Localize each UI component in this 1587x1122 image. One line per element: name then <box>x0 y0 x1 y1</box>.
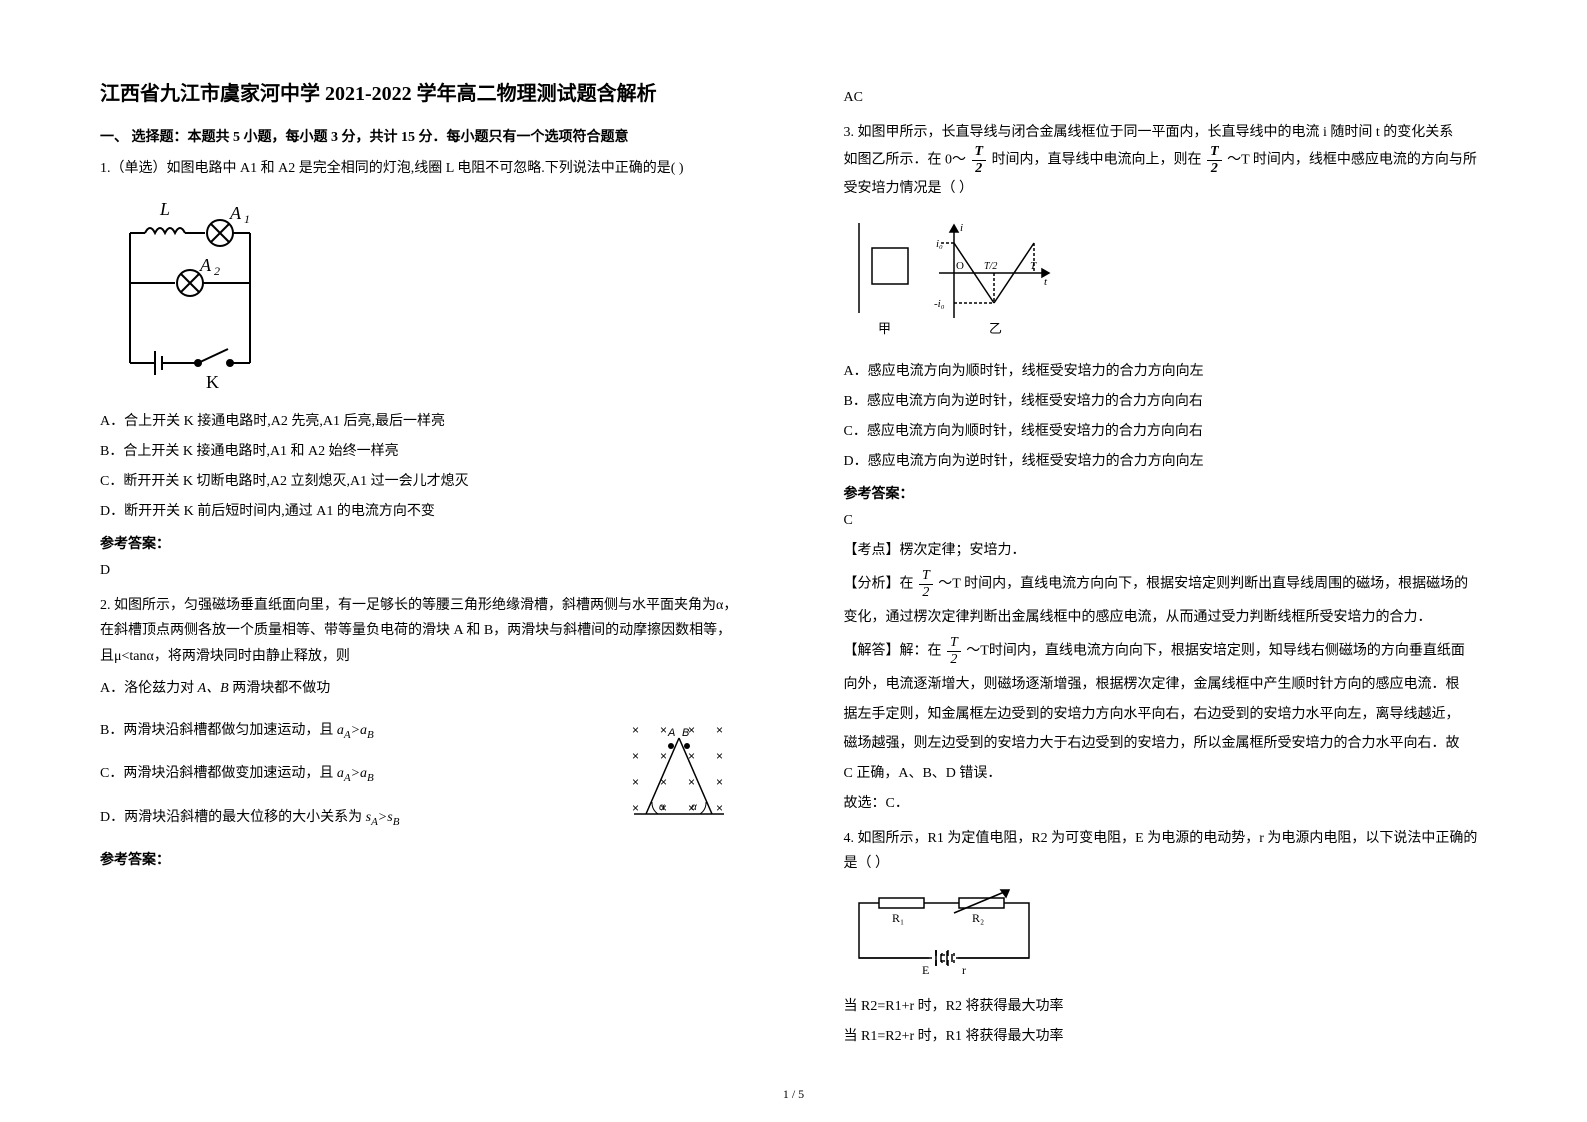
svg-text:O: O <box>956 260 964 272</box>
svg-text:L: L <box>159 199 170 219</box>
svg-text:K: K <box>206 372 219 392</box>
q1-option-a: A．合上开关 K 接通电路时,A2 先亮,A1 后亮,最后一样亮 <box>100 410 744 434</box>
svg-text:×: × <box>716 775 723 789</box>
svg-text:2: 2 <box>214 264 220 278</box>
svg-text:×: × <box>632 723 639 737</box>
q3-figure: i i₀ -i₀ O T/2 T t 甲 乙 <box>844 213 1488 348</box>
svg-text:i: i <box>960 222 963 234</box>
svg-text:×: × <box>632 775 639 789</box>
q2-stem: 2. 如图所示，匀强磁场垂直纸面向里，有一足够长的等腰三角形绝缘滑槽，斜槽两侧与… <box>100 593 744 669</box>
q3-jieda-2: 向外，电流逐渐增大，则磁场逐渐增强，根据楞次定律，金属线框中产生顺时针方向的感应… <box>844 673 1488 697</box>
svg-text:乙: 乙 <box>989 321 1002 336</box>
section-1-head: 一、 选择题：本题共 5 小题，每小题 3 分，共计 15 分．每小题只有一个选… <box>100 126 744 146</box>
svg-text:A: A <box>229 203 242 223</box>
q3-fenxi: 【分析】在 T2 ～T 时间内，直线电流方向向下，根据安培定则判断出直导线周围的… <box>844 569 1488 600</box>
svg-text:-i₀: -i₀ <box>934 298 945 310</box>
q2-answer-head: 参考答案： <box>100 849 744 869</box>
q3-option-c: C．感应电流方向为顺时针，线框受安培力的合力方向向右 <box>844 420 1488 444</box>
q2-answer: AC <box>844 86 1488 110</box>
svg-text:α: α <box>659 802 665 813</box>
svg-text:×: × <box>660 775 667 789</box>
svg-text:T: T <box>1030 260 1037 272</box>
q4-line-1: 当 R2=R1+r 时，R2 将获得最大功率 <box>844 995 1488 1019</box>
q4-line-2: 当 R1=R2+r 时，R1 将获得最大功率 <box>844 1025 1488 1049</box>
svg-text:A: A <box>667 727 675 739</box>
q1-answer-head: 参考答案： <box>100 533 744 553</box>
question-2: 2. 如图所示，匀强磁场垂直纸面向里，有一足够长的等腰三角形绝缘滑槽，斜槽两侧与… <box>100 593 744 669</box>
q3-answer: C <box>844 509 1488 533</box>
q3-answer-head: 参考答案： <box>844 483 1488 503</box>
q4-circuit-diagram: R₁ R₂ E r <box>844 888 1488 983</box>
q3-jieda-5: C 正确，A、B、D 错误． <box>844 762 1488 786</box>
svg-text:×: × <box>660 723 667 737</box>
q3-option-a: A．感应电流方向为顺时针，线框受安培力的合力方向向左 <box>844 360 1488 384</box>
svg-text:E: E <box>922 963 929 977</box>
svg-text:×: × <box>688 775 695 789</box>
q3-jieda-4: 磁场越强，则左边受到的安培力大于右边受到的安培力，所以金属框所受安培力的合力水平… <box>844 732 1488 756</box>
q1-option-b: B．合上开关 K 接通电路时,A1 和 A2 始终一样亮 <box>100 440 744 464</box>
q1-option-d: D．断开开关 K 前后短时间内,通过 A1 的电流方向不变 <box>100 500 744 524</box>
q3-option-d: D．感应电流方向为逆时针，线框受安培力的合力方向向左 <box>844 450 1488 474</box>
q3-kaodian: 【考点】楞次定律；安培力． <box>844 539 1488 563</box>
page-right: AC 3. 如图甲所示，长直导线与闭合金属线框位于同一平面内，长直导线中的电流 … <box>794 0 1587 1122</box>
q3-stem-line2: 如图乙所示．在 0～ T2 时间内，直导线中电流向上，则在 T2 ～T 时间内，… <box>844 145 1488 176</box>
q1-option-c: C．断开开关 K 切断电路时,A2 立刻熄灭,A1 过一会儿才熄灭 <box>100 470 744 494</box>
q3-option-b: B．感应电流方向为逆时针，线框受安培力的合力方向向右 <box>844 390 1488 414</box>
svg-text:×: × <box>660 749 667 763</box>
svg-text:R₁: R₁ <box>892 911 904 925</box>
q1-answer: D <box>100 559 744 583</box>
svg-text:×: × <box>632 749 639 763</box>
q3-jieda-1: 【解答】解：在 T2 ～T时间内，直线电流方向向下，根据安培定则，知导线右侧磁场… <box>844 636 1488 667</box>
svg-text:×: × <box>716 749 723 763</box>
svg-text:1: 1 <box>244 212 250 226</box>
question-1: 1.（单选）如图电路中 A1 和 A2 是完全相同的灯泡,线圈 L 电阻不可忽略… <box>100 156 744 181</box>
question-3: 3. 如图甲所示，长直导线与闭合金属线框位于同一平面内，长直导线中的电流 i 随… <box>844 120 1488 201</box>
svg-text:×: × <box>716 801 723 815</box>
q3-stem-line3: 受安培力情况是（ ） <box>844 176 1488 201</box>
svg-text:×: × <box>632 801 639 815</box>
svg-text:A: A <box>199 255 212 275</box>
question-4: 4. 如图所示，R1 为定值电阻，R2 为可变电阻，E 为电源的电动势，r 为电… <box>844 826 1488 876</box>
q3-stem-line1: 3. 如图甲所示，长直导线与闭合金属线框位于同一平面内，长直导线中的电流 i 随… <box>844 120 1488 145</box>
page-left: 江西省九江市虞家河中学 2021-2022 学年高二物理测试题含解析 一、 选择… <box>0 0 794 1122</box>
q2-figure: ×××× ×××× ×××× ×××× A B α α <box>624 720 734 830</box>
svg-text:T/2: T/2 <box>984 261 997 272</box>
q4-stem: 4. 如图所示，R1 为定值电阻，R2 为可变电阻，E 为电源的电动势，r 为电… <box>844 826 1488 876</box>
q1-stem: 1.（单选）如图电路中 A1 和 A2 是完全相同的灯泡,线圈 L 电阻不可忽略… <box>100 156 744 181</box>
svg-text:R₂: R₂ <box>972 911 984 925</box>
q3-jieda-3: 据左手定则，知金属框左边受到的安培力方向水平向右，右边受到的安培力水平向左，离导… <box>844 703 1488 727</box>
q2-option-a: A．洛伦兹力对 A、B 两滑块都不做功 <box>100 677 744 701</box>
q3-guxuan: 故选：C． <box>844 792 1488 816</box>
svg-text:r: r <box>962 963 966 977</box>
fraction-T-2: T2 <box>1207 145 1222 176</box>
svg-text:甲: 甲 <box>878 321 891 336</box>
q3-fenxi-2: 变化，通过楞次定律判断出金属线框中的感应电流，从而通过受力判断线框所受安培力的合… <box>844 606 1488 630</box>
svg-text:×: × <box>716 723 723 737</box>
page-footer: 1 / 5 <box>783 1087 804 1102</box>
svg-text:i₀: i₀ <box>936 238 943 250</box>
svg-text:t: t <box>1044 276 1048 288</box>
svg-text:B: B <box>682 727 689 739</box>
svg-text:α: α <box>691 802 697 813</box>
q1-circuit-diagram: L A1 A2 K <box>100 193 744 398</box>
document-title: 江西省九江市虞家河中学 2021-2022 学年高二物理测试题含解析 <box>100 80 744 108</box>
fraction-T-2: T2 <box>972 145 987 176</box>
